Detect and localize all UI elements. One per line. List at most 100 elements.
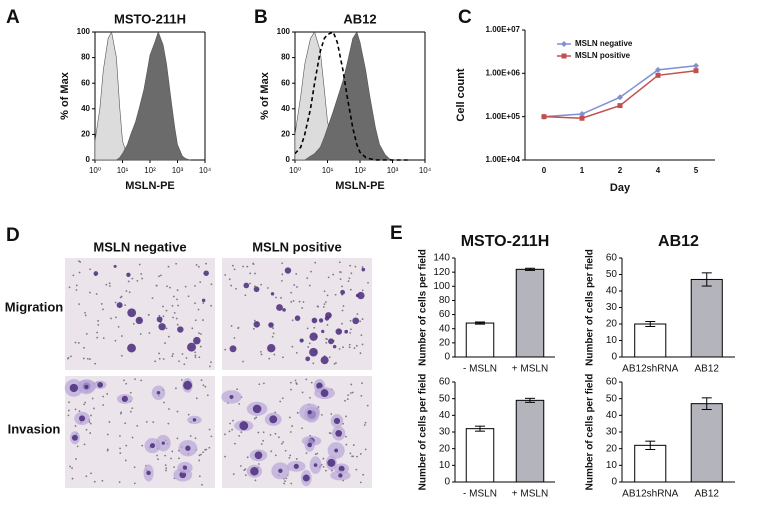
y-tick-label: 60 (439, 377, 451, 388)
x-tick-label: AB12shRNA (622, 489, 678, 500)
x-tick-label: 0 (542, 166, 547, 175)
pore (120, 335, 123, 337)
marker (693, 62, 699, 69)
pore (106, 433, 109, 436)
pore (200, 333, 202, 335)
pore (170, 457, 173, 460)
cell (311, 317, 318, 324)
cell (250, 467, 259, 476)
pore (290, 291, 293, 294)
pore (313, 326, 316, 329)
pore (194, 437, 197, 440)
pore (262, 382, 265, 385)
pore (108, 285, 111, 287)
pore (83, 403, 85, 406)
pore (355, 344, 358, 347)
pore (339, 278, 342, 281)
pore (209, 365, 211, 368)
cell (187, 342, 196, 352)
cell (309, 332, 318, 341)
pore (364, 421, 367, 424)
pore (119, 435, 121, 437)
pore (349, 331, 352, 334)
x-axis-label: MSLN-PE (335, 180, 385, 192)
pore (324, 301, 327, 304)
pore (233, 268, 236, 271)
pore (288, 456, 291, 459)
pore (101, 479, 104, 482)
pore (124, 459, 127, 462)
pore (345, 415, 347, 418)
pore (82, 357, 85, 360)
pore (102, 337, 105, 340)
y-axis-label: Number of cells per field (418, 249, 429, 366)
x-tick-label: AB12shRNA (622, 364, 678, 375)
y-tick-label: 30 (606, 427, 618, 438)
pore (293, 284, 296, 286)
pore (327, 276, 330, 279)
pore (78, 260, 80, 263)
pore (257, 431, 260, 434)
pore (89, 358, 91, 361)
pore (359, 320, 362, 323)
pore (295, 383, 298, 385)
cell (276, 304, 283, 311)
pore (260, 353, 263, 356)
cell (203, 270, 209, 276)
pore (272, 332, 275, 335)
pore (140, 273, 143, 275)
pore (278, 436, 280, 439)
y-tick-label: 1.00E+05 (486, 112, 521, 121)
micrograph (222, 258, 372, 370)
pore (282, 356, 284, 359)
chart-title: MSTO-211H (114, 11, 186, 26)
pore (362, 473, 365, 476)
pore (162, 358, 165, 360)
panel-label: E (390, 223, 403, 244)
pore (84, 401, 87, 404)
pore (125, 382, 128, 385)
pore (349, 264, 352, 267)
pore (272, 327, 274, 330)
pore (189, 435, 192, 437)
x-tick-label: 10⁴ (419, 166, 432, 175)
pore (119, 452, 122, 455)
pore (224, 455, 226, 458)
pore (285, 477, 288, 480)
chart-title: AB12 (343, 11, 376, 26)
x-tick-label: 4 (656, 166, 661, 175)
pore (325, 341, 328, 344)
pore (271, 335, 274, 338)
pore (230, 284, 233, 287)
pore (301, 427, 303, 430)
pore (323, 303, 326, 306)
pore (210, 361, 212, 364)
pore (237, 327, 240, 330)
pore (322, 465, 325, 468)
pore (124, 422, 127, 425)
pore (347, 280, 350, 283)
pore (279, 400, 282, 403)
pore (72, 274, 75, 277)
y-tick-label: 0 (444, 477, 450, 488)
pore (281, 273, 284, 276)
pore (67, 414, 70, 417)
legend-marker (561, 41, 567, 47)
pore (260, 443, 263, 445)
pore (172, 295, 175, 298)
x-tick-label: 10⁰ (89, 166, 101, 175)
x-tick-label: 10⁴ (199, 166, 212, 175)
pore (96, 331, 99, 334)
pore (136, 424, 139, 427)
pore (197, 265, 200, 268)
pore (326, 324, 329, 326)
pore (202, 319, 204, 321)
pore (83, 346, 85, 349)
pore (106, 393, 109, 395)
pore (252, 262, 255, 265)
pore (342, 346, 344, 349)
pore (238, 434, 241, 437)
pore (114, 316, 117, 319)
pore (74, 408, 77, 411)
pore (128, 291, 131, 294)
